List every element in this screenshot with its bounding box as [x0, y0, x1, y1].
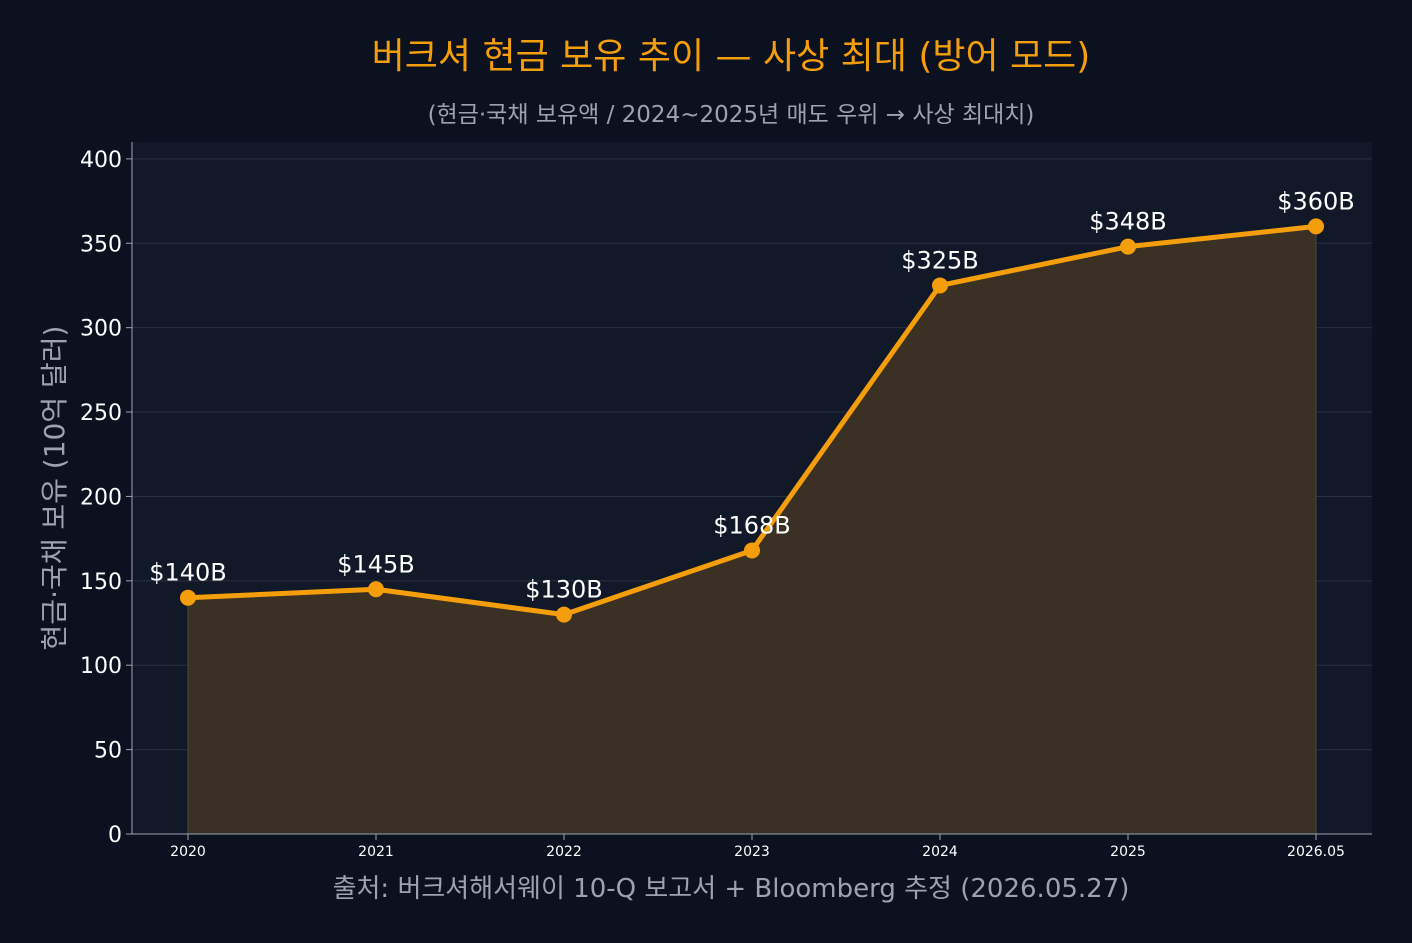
y-tick-label-100: 100: [80, 654, 122, 679]
y-tick-label-400: 400: [80, 148, 122, 173]
y-tick-label-200: 200: [80, 485, 122, 510]
y-axis-label: 현금·국채 보유 (10억 달러): [38, 326, 71, 651]
chart-title: 버크셔 현금 보유 추이 — 사상 최대 (방어 모드): [372, 36, 1091, 77]
data-point-2025: [1120, 238, 1136, 255]
data-label-2020: $140B: [149, 559, 227, 587]
x-tick-label-2: 2022: [546, 844, 582, 860]
x-tick-label-3: 2023: [734, 844, 770, 860]
data-label-2025: $348B: [1089, 208, 1167, 236]
data-labels-group: $140B $145B $130B $168B $325B $348B $360B: [149, 187, 1355, 603]
x-tick-label-4: 2024: [922, 844, 958, 860]
data-point-2023: [744, 542, 760, 559]
y-tick-label-350: 350: [80, 232, 122, 257]
area-fill: [188, 226, 1316, 834]
data-label-2022: $130B: [525, 576, 603, 604]
x-axis-label: 출처: 버크셔해서웨이 10-Q 보고서 + Bloomberg 추정 (202…: [333, 874, 1130, 904]
x-tick-label-0: 2020: [170, 844, 206, 860]
y-tick-label-300: 300: [80, 317, 122, 342]
data-label-2021: $145B: [337, 550, 415, 578]
y-axis-ticks: 0 50 100 150 200 250 300 350 400: [80, 148, 132, 848]
data-label-2024: $325B: [901, 246, 979, 274]
data-point-2026.05: [1308, 218, 1324, 235]
y-tick-label-150: 150: [80, 570, 122, 595]
data-label-2026.05: $360B: [1277, 187, 1355, 215]
data-label-2023: $168B: [713, 511, 791, 539]
x-axis-ticks: 2020 2021 2022 2023 2024 2025 2026.05: [170, 834, 1345, 860]
data-point-2024: [932, 277, 948, 294]
data-point-2021: [368, 581, 384, 598]
data-point-2022: [556, 606, 572, 623]
chart-subtitle: (현금·국채 보유액 / 2024~2025년 매도 우위 → 사상 최대치): [428, 102, 1035, 128]
data-point-2020: [180, 589, 196, 606]
y-tick-label-50: 50: [94, 739, 122, 764]
y-tick-label-0: 0: [108, 823, 122, 848]
x-tick-label-5: 2025: [1110, 844, 1146, 860]
y-tick-label-250: 250: [80, 401, 122, 426]
x-tick-label-1: 2021: [358, 844, 394, 860]
data-points-group: [180, 218, 1324, 623]
area-fill-group: [187, 226, 1317, 834]
x-tick-label-6: 2026.05: [1287, 844, 1345, 860]
